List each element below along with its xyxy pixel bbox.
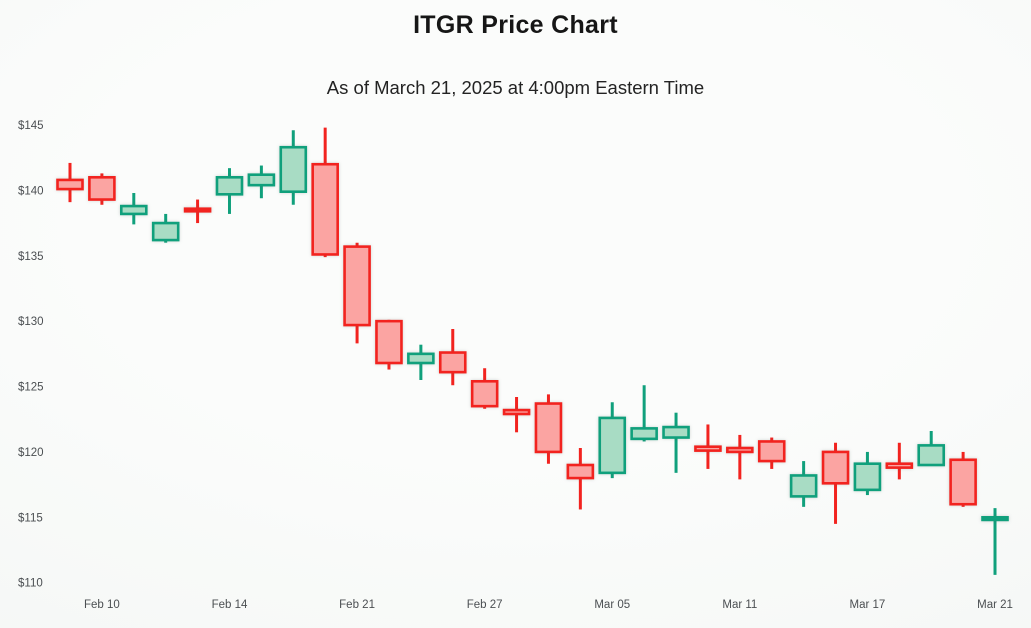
candle-body [757,440,786,463]
x-tick-label: Mar 17 [850,599,886,611]
candle-3[interactable] [119,193,148,225]
candle-body [407,352,435,365]
candle-7[interactable] [247,165,276,199]
y-tick-label: $130 [18,316,44,328]
candle-body [726,446,754,454]
candle-15[interactable] [502,397,531,433]
candle-body [56,178,84,191]
candle-26[interactable] [853,451,882,496]
candle-body [853,462,882,492]
candle-27[interactable] [885,442,914,480]
candle-8[interactable] [279,130,308,205]
candle-16[interactable] [534,394,563,464]
x-tick-label: Mar 05 [594,599,630,611]
x-tick-label: Mar 21 [977,599,1013,611]
candle-12[interactable] [407,344,435,381]
y-tick-label: $115 [18,512,43,524]
chart-subtitle: As of March 21, 2025 at 4:00pm Eastern T… [326,77,705,98]
candle-13[interactable] [438,329,467,386]
y-tick-label: $125 [18,382,44,394]
candle-body [630,427,658,441]
candle-body [470,380,499,408]
candle-body [215,176,244,196]
candle-23[interactable] [757,437,786,469]
candle-11[interactable] [375,319,403,370]
candle-17[interactable] [566,448,595,510]
x-tick-label: Feb 27 [467,599,503,611]
candle-22[interactable] [726,434,754,480]
candle-body [247,173,276,187]
candle-body [343,245,371,327]
candle-25[interactable] [821,442,850,524]
candle-body [981,516,1009,522]
candle-body [821,450,850,485]
candle-5[interactable] [183,199,212,224]
candle-body [917,444,946,467]
candle-body [375,319,403,365]
candle-body [88,176,116,201]
candle-body [502,408,531,416]
x-tick-label: Feb 21 [339,599,375,611]
candle-body [119,204,148,216]
candle-body [279,145,308,193]
chart-title: ITGR Price Chart [413,11,618,39]
y-tick-label: $145 [18,120,44,132]
candle-28[interactable] [917,431,946,467]
candle-6[interactable] [215,168,244,214]
candle-body [183,207,212,213]
candle-10[interactable] [343,242,371,344]
x-tick-label: Feb 14 [212,599,248,611]
candle-4[interactable] [151,213,180,243]
candle-21[interactable] [694,424,722,469]
candle-24[interactable] [789,461,818,507]
candle-body [438,351,467,374]
y-tick-label: $135 [18,251,44,263]
x-tick-label: Feb 10 [84,599,120,611]
candle-body [598,416,627,475]
candle-9[interactable] [311,127,339,258]
candle-body [662,425,690,439]
x-tick-label: Mar 11 [722,599,757,611]
candle-body [694,445,722,452]
candle-20[interactable] [662,412,690,473]
candle-19[interactable] [630,385,658,442]
candle-29[interactable] [949,451,977,507]
y-tick-label: $120 [18,447,44,459]
candle-body [885,462,914,469]
candle-body [789,474,818,498]
candle-18[interactable] [598,402,627,479]
candle-body [949,458,977,506]
candle-body [534,402,563,454]
candle-1[interactable] [56,162,84,203]
candle-body [566,463,595,480]
candle-body [151,221,180,242]
candle-body [311,162,339,256]
candle-14[interactable] [470,368,499,409]
y-tick-label: $110 [18,578,43,590]
candle-2[interactable] [88,173,116,205]
candle-30[interactable] [981,508,1009,575]
y-tick-label: $140 [18,185,44,197]
